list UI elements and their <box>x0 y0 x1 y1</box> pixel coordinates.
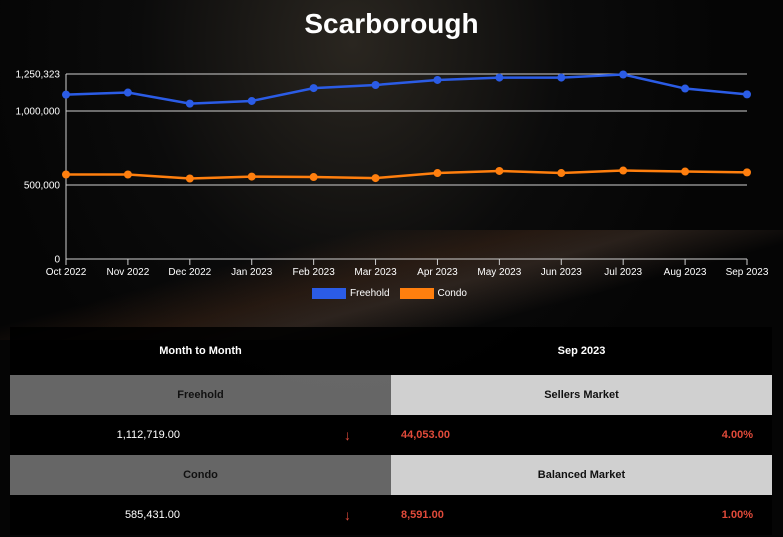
legend-label: Freehold <box>350 288 390 299</box>
legend-item-condo[interactable]: Condo <box>399 288 467 299</box>
data-point-condo[interactable] <box>247 172 256 181</box>
data-point-freehold[interactable] <box>309 84 318 93</box>
table-row-condo-values: 585,431.00 ↓ 8,591.00 1.00% <box>10 495 772 535</box>
change-value: 44,053.00 <box>401 429 450 441</box>
summary-table: Month to Month Sep 2023 Freehold Sellers… <box>10 327 772 535</box>
data-point-condo[interactable] <box>743 168 751 177</box>
x-tick-label: Jul 2023 <box>604 267 642 278</box>
table-header-row: Month to Month Sep 2023 <box>10 327 772 375</box>
line-chart: 0 500,000 1,000,000 1,250,323 Oct 2022 Nov 20… <box>16 70 769 278</box>
data-point-freehold[interactable] <box>743 90 751 99</box>
market-status: Balanced Market <box>391 455 772 495</box>
x-tick-label: Feb 2023 <box>293 267 336 278</box>
data-point-freehold[interactable] <box>495 73 504 82</box>
data-point-condo[interactable] <box>557 169 566 178</box>
table-row-condo-label: Condo Balanced Market <box>10 455 772 495</box>
data-point-freehold[interactable] <box>247 96 256 105</box>
legend-swatch-freehold <box>312 288 347 299</box>
data-point-freehold[interactable] <box>681 84 690 93</box>
x-tick-label: Aug 2023 <box>664 267 707 278</box>
legend-item-freehold[interactable]: Freehold <box>312 288 390 299</box>
data-point-freehold[interactable] <box>619 70 628 79</box>
x-tick-label: Mar 2023 <box>354 267 397 278</box>
data-point-condo[interactable] <box>62 170 70 179</box>
header-month-to-month: Month to Month <box>159 345 242 357</box>
x-tick-label: Oct 2022 <box>46 267 87 278</box>
x-tick-label: Nov 2022 <box>107 267 150 278</box>
price-value: 1,112,719.00 <box>116 429 180 441</box>
y-tick-label: 1,250,323 <box>16 70 61 81</box>
arrow-down-icon: ↓ <box>344 427 351 443</box>
x-tick-label: Dec 2022 <box>168 267 211 278</box>
x-tick-label: Jan 2023 <box>231 267 273 278</box>
legend-swatch-condo <box>399 288 434 299</box>
percent-value: 1.00% <box>721 509 753 521</box>
series-line-freehold <box>65 73 748 105</box>
data-point-condo[interactable] <box>681 167 690 176</box>
change-value: 8,591.00 <box>401 509 444 521</box>
data-point-freehold[interactable] <box>62 90 70 99</box>
price-value: 585,431.00 <box>124 509 180 521</box>
property-type: Condo <box>10 455 391 495</box>
y-tick-label: 1,000,000 <box>16 107 61 118</box>
data-point-condo[interactable] <box>309 173 318 182</box>
data-point-condo[interactable] <box>619 166 628 175</box>
page-title: Scarborough <box>304 8 479 39</box>
data-point-freehold[interactable] <box>433 75 442 84</box>
y-tick-label: 0 <box>54 255 60 266</box>
x-tick-label: Jun 2023 <box>541 267 583 278</box>
data-point-freehold[interactable] <box>185 99 194 108</box>
y-tick-label: 500,000 <box>24 181 61 192</box>
market-status: Sellers Market <box>391 375 772 415</box>
arrow-down-icon: ↓ <box>344 507 351 523</box>
series-line-condo <box>66 169 748 180</box>
x-tick-label: Sep 2023 <box>726 267 769 278</box>
data-point-condo[interactable] <box>495 166 504 175</box>
table-row-freehold-values: 1,112,719.00 ↓ 44,053.00 4.00% <box>10 415 772 455</box>
data-point-freehold[interactable] <box>557 73 566 82</box>
table-row-freehold-label: Freehold Sellers Market <box>10 375 772 415</box>
header-period: Sep 2023 <box>557 345 606 357</box>
data-point-freehold[interactable] <box>123 88 132 97</box>
property-type: Freehold <box>10 375 391 415</box>
x-tick-label: May 2023 <box>477 267 521 278</box>
legend-label: Condo <box>437 288 467 299</box>
chart-legend: Freehold Condo <box>0 288 783 299</box>
percent-value: 4.00% <box>721 429 753 441</box>
data-point-condo[interactable] <box>185 174 194 183</box>
data-point-condo[interactable] <box>371 174 380 183</box>
x-tick-label: Apr 2023 <box>417 267 458 278</box>
data-point-condo[interactable] <box>433 169 442 178</box>
data-point-freehold[interactable] <box>371 80 380 89</box>
data-point-condo[interactable] <box>123 170 132 179</box>
